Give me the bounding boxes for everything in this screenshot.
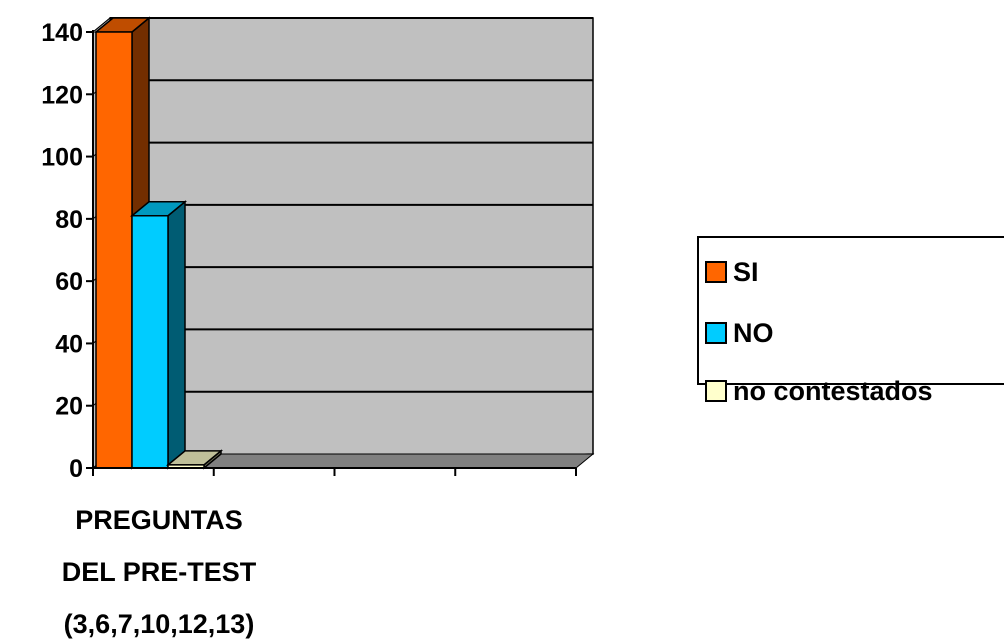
y-tick-label: 140 xyxy=(41,19,83,47)
bar-side xyxy=(167,200,186,470)
category-label-line: (3,6,7,10,12,13) xyxy=(64,609,255,639)
y-tick-label: 80 xyxy=(55,206,83,234)
y-tick-label: 120 xyxy=(41,81,83,109)
bar-front xyxy=(131,214,169,469)
category-label-line: DEL PRE-TEST xyxy=(62,557,257,587)
category-label-line: PREGUNTAS xyxy=(75,505,243,535)
y-tick-label: 40 xyxy=(55,330,83,358)
y-tick-label: 0 xyxy=(69,455,83,483)
axes xyxy=(86,30,577,476)
legend-item-no-contestados: no contestados xyxy=(705,375,933,407)
gridline-side xyxy=(92,17,111,33)
bar-no-contestados xyxy=(165,449,224,470)
category-label: PREGUNTAS DEL PRE-TEST (3,6,7,10,12,13) xyxy=(62,505,257,639)
legend-item-si: SI xyxy=(705,256,759,288)
legend-swatch-no-contestados xyxy=(705,380,727,402)
legend-swatch-no xyxy=(705,322,727,344)
legend-label-si: SI xyxy=(733,256,759,287)
y-tick-label: 20 xyxy=(55,393,83,421)
bars xyxy=(93,16,224,470)
y-tick-label: 100 xyxy=(41,144,83,172)
bar-no xyxy=(129,200,188,470)
legend: SI NO no contestados xyxy=(697,236,1004,406)
legend-swatch-si xyxy=(705,261,727,283)
legend-label-no: NO xyxy=(733,317,774,348)
bar-front xyxy=(95,31,133,469)
legend-label-no-contestados: no contestados xyxy=(733,375,933,406)
y-tick-labels: 0 20 40 60 80 100 120 140 xyxy=(41,19,83,483)
legend-item-no: NO xyxy=(705,317,774,349)
y-tick-label: 60 xyxy=(55,268,83,296)
